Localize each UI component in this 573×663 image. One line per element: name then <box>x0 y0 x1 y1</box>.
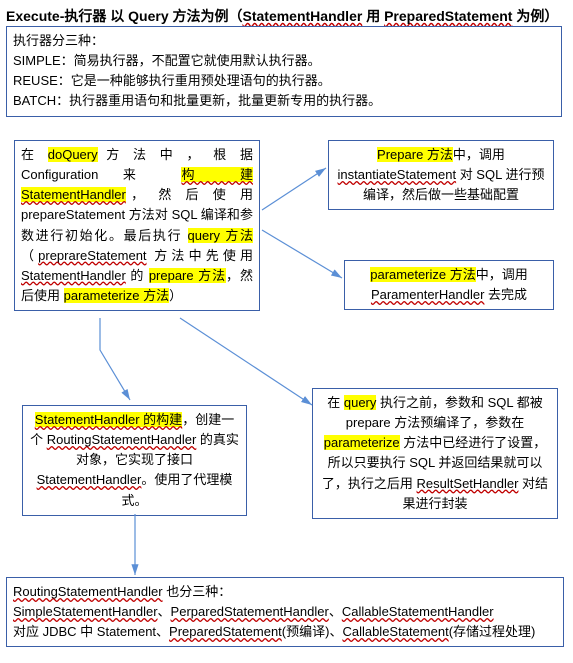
arrow-doquery-query <box>180 318 312 405</box>
types-l3: REUSE：它是一种能够执行重用预处理语句的执行器。 <box>13 71 555 91</box>
con-rw2: StatementHandler <box>37 472 142 487</box>
dq-rw2: StatementHandler <box>21 268 126 283</box>
doquery-box: 在 doQuery 方 法 中 ， 根 据 Configuration 来 构 … <box>14 140 260 311</box>
dq-t1: 在 <box>21 147 48 162</box>
executor-types-box: 执行器分三种： SIMPLE：简易执行器，不配置它就使用默认执行器。 REUSE… <box>6 26 562 117</box>
qe-t2: 执行之前，参数和 SQL 都被 prepare 方法预编译了，参数在 <box>346 395 543 430</box>
arrow-doquery-parameterize <box>262 230 342 278</box>
rt-rw4: CallableStatementHandler <box>342 604 494 619</box>
dq-hl5: parameterize 方法 <box>64 288 169 303</box>
param-t2: 去完成 <box>484 287 527 302</box>
dq-t5: 方法中先使用 <box>147 248 253 263</box>
prep-hl1: Prepare 方法 <box>377 147 453 162</box>
rt-t2: 对应 JDBC 中 Statement、 <box>13 624 169 639</box>
page-title: Execute-执行器 以 Query 方法为例（StatementHandle… <box>6 6 569 26</box>
title-sh: StatementHandler <box>243 8 363 24</box>
dq-t4: （ <box>21 248 38 263</box>
dq-t6: 的 <box>126 268 149 283</box>
rt-rw1: RoutingStatementHandler <box>13 584 163 599</box>
dq-rw1: preprareStatement <box>38 248 146 263</box>
qe-hl1: query <box>344 395 377 410</box>
con-rw1: RoutingStatementHandler <box>47 432 197 447</box>
dq-t8: ） <box>169 288 182 303</box>
construct-box: StatementHandler 的构建，创建一个 RoutingStateme… <box>22 405 247 516</box>
parameterize-box: parameterize 方法中，调用 ParamenterHandler 去完… <box>344 260 554 310</box>
qe-t1: 在 <box>327 395 344 410</box>
prepare-box: Prepare 方法中，调用 instantiateStatement 对 SQ… <box>328 140 554 210</box>
rt-rw5: PreparedStatement <box>169 624 282 639</box>
title-post: 为例） <box>512 8 558 24</box>
param-hl1: parameterize 方法 <box>370 267 475 282</box>
types-l1: 执行器分三种： <box>13 31 555 51</box>
types-l2: SIMPLE：简易执行器，不配置它就使用默认执行器。 <box>13 51 555 71</box>
param-t1: 中，调用 <box>476 267 528 282</box>
query-exec-box: 在 query 执行之前，参数和 SQL 都被 prepare 方法预编译了，参… <box>312 388 558 519</box>
dq-hl1: doQuery <box>48 147 98 162</box>
dq-hl3: query 方法 <box>188 228 253 243</box>
rt-rw2: SimpleStatementHandler <box>13 604 158 619</box>
rt-t1: 也分三种： <box>163 584 232 599</box>
title-mid: 用 <box>362 8 384 24</box>
types-l4: BATCH：执行器重用语句和批量更新，批量更新专用的执行器。 <box>13 91 555 111</box>
title-ps: PreparedStatement <box>384 8 512 24</box>
arrow-doquery-prepare <box>262 168 326 210</box>
con-hl1: StatementHandler 的构建 <box>35 412 182 427</box>
arrow-doquery-construct <box>100 318 130 400</box>
prep-t1: 中，调用 <box>453 147 505 162</box>
rt-t4: (存储过程处理) <box>449 624 536 639</box>
rt-t3: (预编译)、 <box>282 624 343 639</box>
rt-rw6: CallableStatement <box>342 624 448 639</box>
prep-rw1: instantiateStatement <box>338 167 457 182</box>
dq-hl4: prepare 方法 <box>149 268 226 283</box>
rt-rw3: PerparedStatementHandler <box>171 604 329 619</box>
param-rw1: ParamenterHandler <box>371 287 484 302</box>
qe-hl2: parameterize <box>324 435 400 450</box>
qe-rw1: ResultSetHandler <box>417 476 519 491</box>
title-pre: Execute-执行器 以 Query 方法为例（ <box>6 8 243 24</box>
routing-box: RoutingStatementHandler 也分三种： SimpleStat… <box>6 577 564 647</box>
